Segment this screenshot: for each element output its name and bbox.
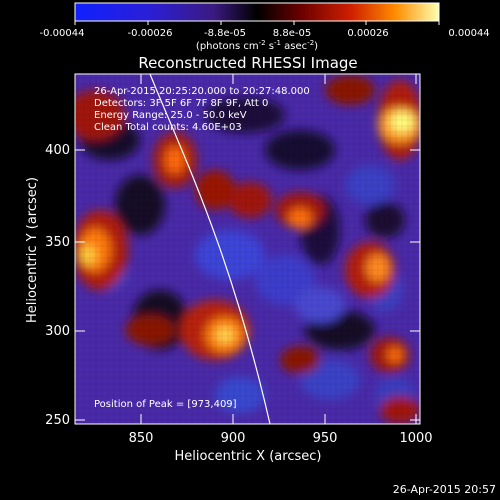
footer-date: 26-Apr-2015 20:57 [393, 483, 496, 496]
colorbar-tick-label: 0.00044 [448, 28, 489, 39]
info-clean-counts: Clean Total counts: 4.60E+03 [94, 122, 242, 133]
info-energy-range: Energy Range: 25.0 - 50.0 keV [94, 110, 247, 121]
solar-limb-line [149, 74, 271, 424]
y-tick-label: 300 [45, 324, 70, 339]
colorbar-tick-label: 0.00026 [347, 28, 388, 39]
plot-frame [74, 73, 421, 425]
info-detectors: Detectors: 3F 5F 6F 7F 8F 9F, Att 0 [94, 98, 268, 109]
rhessi-image [75, 74, 420, 424]
info-time-range: 26-Apr-2015 20:25:20.000 to 20:27:48.000 [94, 86, 310, 97]
x-tick-label: 950 [313, 431, 338, 446]
colorbar-tickmarks [74, 21, 440, 25]
colorbar: -0.00044 -0.00026 -8.8e-05 8.8e-05 0.000… [40, 2, 490, 52]
y-tick-label: 400 [45, 143, 70, 158]
colorbar-gradient [75, 3, 439, 21]
x-axis-title: Heliocentric X (arcsec) [175, 449, 322, 464]
colorbar-tick-label: -0.00026 [128, 28, 173, 39]
y-tick-label: 250 [45, 413, 70, 428]
x-tick-label: 1000 [399, 431, 432, 446]
colorbar-tick-label: -8.8e-05 [204, 28, 246, 39]
x-tick-label: 850 [129, 431, 154, 446]
colorbar-tick-label: 8.8e-05 [273, 28, 311, 39]
y-axis-title: Heliocentric Y (arcsec) [25, 177, 40, 323]
plot-title: Reconstructed RHESSI Image [138, 54, 357, 72]
colorbar-units: (photons cm-2 s-1 asec-2) [196, 39, 318, 52]
colorbar-tick-label: -0.00044 [40, 28, 85, 39]
peak-position-label: Position of Peak = [973,409] [94, 399, 237, 410]
colorbar-frame [74, 2, 440, 22]
axis-tickmarks [75, 74, 420, 424]
y-tick-label: 350 [45, 235, 70, 250]
x-tick-label: 900 [221, 431, 246, 446]
